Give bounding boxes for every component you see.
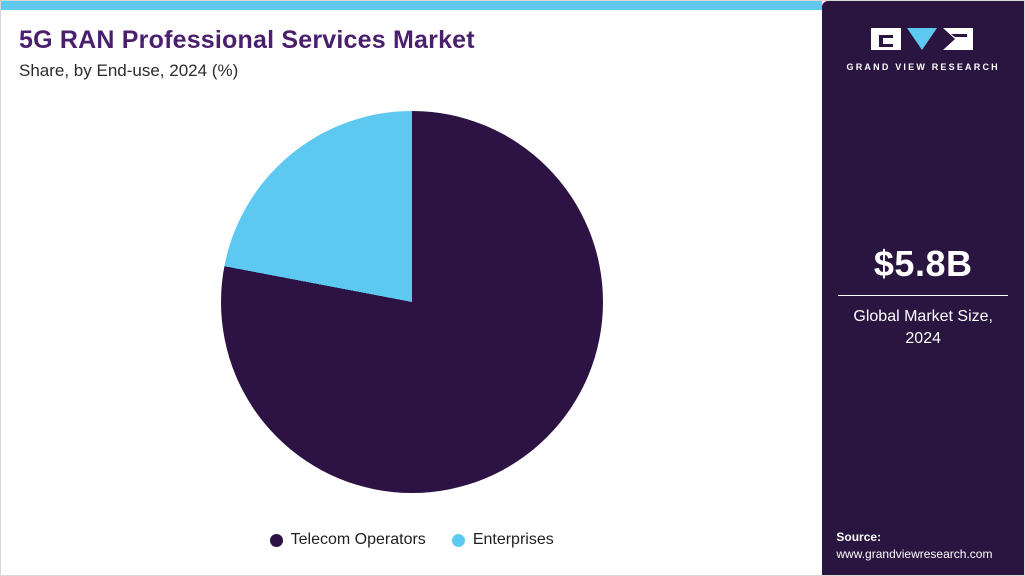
source-block: Source: www.grandviewresearch.com <box>836 530 1016 561</box>
source-url: www.grandviewresearch.com <box>836 547 993 561</box>
legend-item-telecom-operators: Telecom Operators <box>269 531 426 549</box>
chart-legend: Telecom Operators Enterprises <box>1 531 822 575</box>
chart-header: 5G RAN Professional Services Market Shar… <box>1 10 822 81</box>
page-title: 5G RAN Professional Services Market <box>19 26 475 54</box>
brand-logo: GRAND VIEW RESEARCH <box>822 1 1024 72</box>
chart-area <box>1 81 822 531</box>
sidebar: GRAND VIEW RESEARCH $5.8B Global Market … <box>822 1 1024 575</box>
chart-panel: 5G RAN Professional Services Market Shar… <box>1 1 823 575</box>
legend-label-enterprises: Enterprises <box>472 531 554 548</box>
legend-dot-telecom-operators <box>269 533 283 547</box>
pie-chart <box>220 111 603 493</box>
legend-item-enterprises: Enterprises <box>451 531 554 549</box>
market-size-divider <box>838 295 1009 296</box>
source-label: Source: <box>836 530 882 544</box>
market-size-block: $5.8B Global Market Size, 2024 <box>822 243 1024 349</box>
top-accent-strip <box>1 1 823 10</box>
legend-label-telecom-operators: Telecom Operators <box>290 531 426 548</box>
market-size-value: $5.8B <box>873 243 973 284</box>
logo-shapes-svg <box>871 28 974 50</box>
page-subtitle: Share, by End-use, 2024 (%) <box>19 61 239 80</box>
legend-dot-enterprises <box>451 533 465 547</box>
brand-logo-text: GRAND VIEW RESEARCH <box>846 62 1000 72</box>
market-size-label: Global Market Size, 2024 <box>853 308 993 347</box>
brand-logo-icon <box>871 25 975 55</box>
